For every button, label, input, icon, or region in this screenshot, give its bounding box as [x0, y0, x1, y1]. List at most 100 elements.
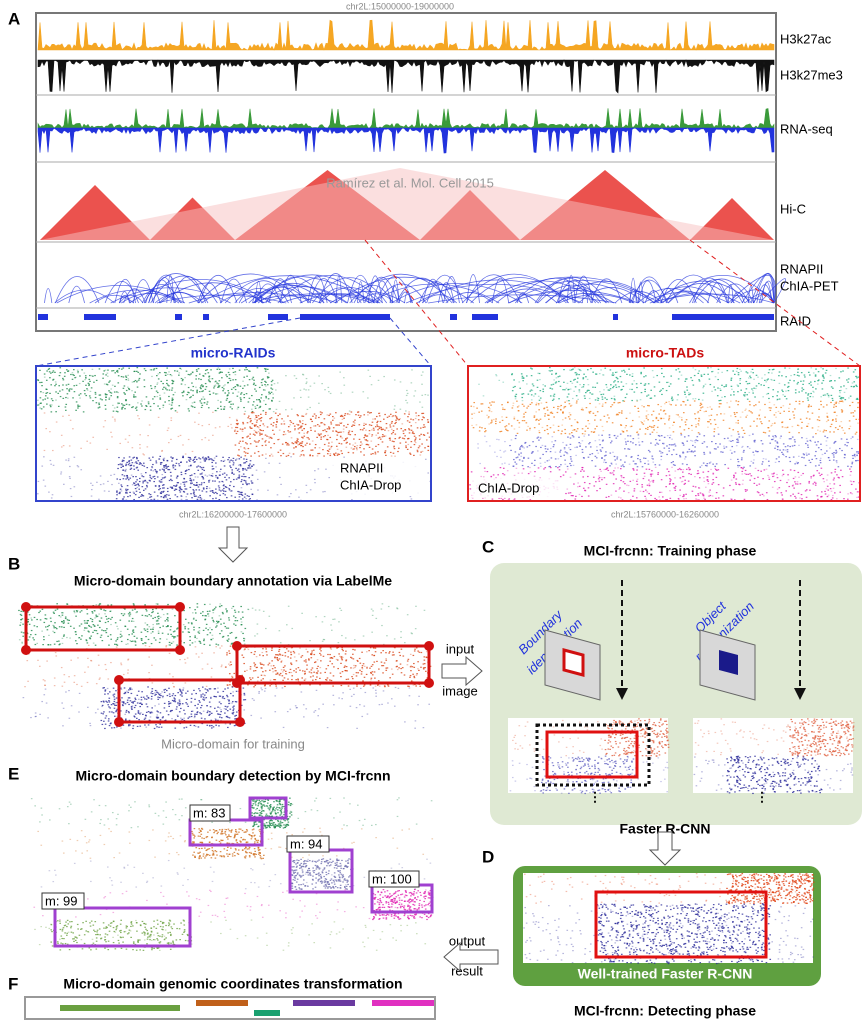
read-dot	[198, 378, 200, 380]
read-dot	[750, 475, 753, 477]
read-dot	[170, 404, 173, 406]
read-dot	[853, 453, 856, 456]
read-dot	[80, 610, 83, 612]
read-dot	[85, 377, 87, 380]
read-dot	[127, 386, 129, 388]
read-dot	[824, 393, 826, 396]
read-dot	[128, 456, 131, 458]
read-dot	[42, 644, 44, 646]
read-dot	[133, 468, 136, 470]
loop	[119, 291, 130, 304]
read-dot	[146, 624, 149, 626]
read-dot	[208, 377, 211, 380]
read-dot	[680, 434, 683, 436]
read-dot	[639, 461, 642, 463]
read-dot	[523, 416, 525, 418]
read-dot	[569, 414, 572, 416]
read-dot	[126, 475, 128, 477]
read-dot	[818, 472, 821, 474]
read-dot	[218, 372, 221, 374]
read-dot	[296, 437, 299, 440]
read-dot	[226, 395, 229, 397]
read-dot	[677, 368, 680, 370]
read-dot	[189, 486, 192, 489]
read-dot	[305, 382, 308, 385]
read-dot	[197, 496, 200, 498]
read-dot	[199, 473, 202, 475]
read-dot	[163, 470, 165, 473]
read-dot	[527, 405, 530, 407]
read-dot	[70, 495, 73, 498]
read-dot	[146, 482, 149, 484]
read-dot	[190, 483, 192, 485]
read-dot	[171, 402, 174, 404]
read-dot	[793, 469, 796, 472]
read-dot	[748, 382, 751, 385]
loop	[254, 280, 263, 304]
read-dot	[847, 381, 849, 383]
read-dot	[767, 392, 770, 395]
read-dot	[214, 384, 217, 386]
read-dot	[807, 411, 809, 413]
loop	[470, 277, 570, 304]
read-dot	[270, 387, 272, 389]
read-dot	[810, 384, 812, 386]
read-dot	[670, 404, 672, 406]
read-dot	[732, 489, 735, 491]
read-dot	[715, 443, 717, 445]
read-dot	[549, 427, 552, 429]
read-dot	[702, 387, 704, 389]
read-dot	[136, 479, 138, 481]
read-dot	[242, 483, 244, 485]
read-dot	[722, 495, 725, 497]
read-dot	[833, 411, 836, 413]
read-dot	[578, 391, 581, 393]
loop	[248, 284, 325, 304]
read-dot	[320, 422, 322, 424]
read-dot	[719, 443, 721, 445]
read-dot	[156, 616, 159, 618]
read-dot	[738, 465, 741, 467]
read-dot	[847, 498, 849, 500]
read-dot	[301, 423, 304, 425]
read-dot	[832, 387, 834, 389]
read-dot	[661, 372, 663, 375]
read-dot	[171, 608, 174, 610]
read-dot	[386, 635, 388, 637]
read-dot	[568, 403, 571, 405]
read-dot	[237, 611, 240, 613]
read-dot	[298, 496, 300, 498]
read-dot	[122, 465, 124, 467]
read-dot	[652, 410, 655, 412]
read-dot	[251, 465, 253, 467]
read-dot	[247, 401, 250, 403]
read-dot	[233, 609, 236, 611]
read-dot	[531, 402, 533, 404]
read-dot	[162, 496, 165, 498]
read-dot	[127, 374, 130, 376]
read-dot	[754, 396, 756, 398]
read-dot	[583, 470, 585, 472]
read-dot	[125, 463, 128, 465]
read-dot	[63, 634, 65, 636]
read-dot	[535, 402, 538, 404]
read-dot	[119, 633, 122, 635]
read-dot	[538, 419, 540, 421]
read-dot	[55, 383, 57, 385]
read-dot	[853, 381, 856, 383]
read-dot	[114, 643, 116, 645]
read-dot	[829, 447, 831, 449]
read-dot	[40, 408, 43, 410]
read-dot	[224, 494, 226, 496]
read-dot	[45, 392, 47, 394]
read-dot	[768, 420, 771, 422]
read-dot	[823, 377, 825, 379]
read-dot	[343, 417, 345, 419]
read-dot	[636, 430, 639, 433]
read-dot	[298, 427, 301, 429]
read-dot	[83, 629, 86, 631]
read-dot	[647, 426, 649, 429]
read-dot	[694, 418, 697, 420]
read-dot	[563, 381, 565, 383]
read-dot	[146, 628, 149, 630]
